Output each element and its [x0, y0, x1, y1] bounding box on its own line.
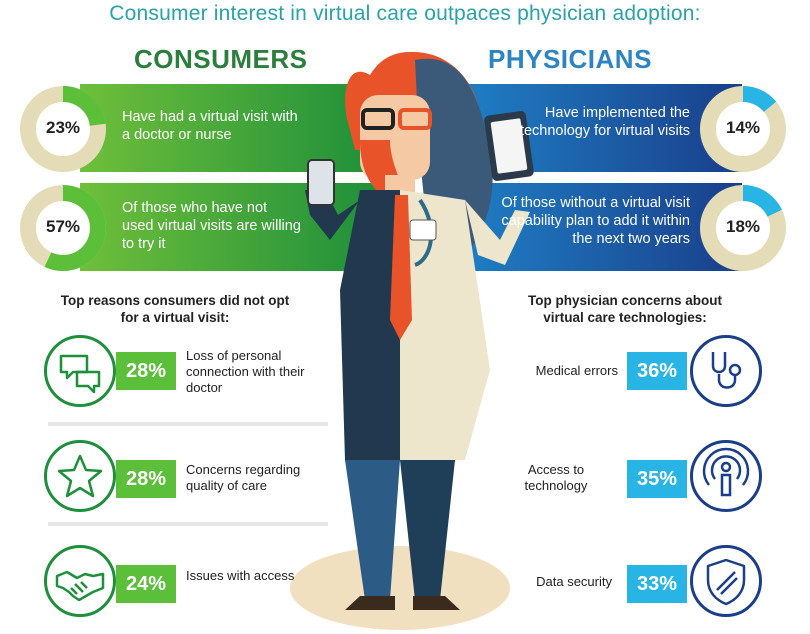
concern-3-pct: 33% [627, 565, 687, 603]
reason-2-pct: 28% [116, 460, 176, 498]
physician-donut-1 [698, 84, 788, 174]
physician-stat-1-text: Have implemented the technology for virt… [519, 105, 690, 139]
concern-3-text: Data security [536, 574, 612, 589]
physician-donut-1-label: 14% [725, 118, 761, 137]
shield-icon [690, 545, 762, 617]
consumer-donut-1 [18, 84, 108, 174]
divider [48, 422, 328, 426]
reason-3-text: Issues with access [186, 568, 295, 583]
doctor-illustration [250, 40, 560, 634]
physician-concerns-heading: Top physician concerns about virtual car… [527, 293, 723, 325]
chat-bubbles-icon [44, 335, 116, 407]
reason-1-text: Loss of personal connection with their d… [186, 348, 305, 395]
reason-3-pct: 24% [116, 565, 176, 603]
physician-stat-2-text: Of those without a virtual visit capabil… [501, 195, 690, 247]
concern-1-text: Medical errors [535, 363, 618, 378]
consumer-reasons-heading: Top reasons consumers did not opt for a … [60, 293, 290, 325]
concern-1-pct: 36% [627, 352, 687, 390]
concern-2-pct: 35% [627, 460, 687, 498]
consumer-stat-band-1 [80, 84, 380, 172]
consumer-donut-2 [18, 183, 108, 273]
handshake-icon [44, 545, 116, 617]
consumer-stat-1-text: Have had a virtual visit with a doctor o… [122, 109, 298, 143]
reason-1-pct: 28% [116, 352, 176, 390]
divider [48, 522, 328, 526]
consumer-donut-1-label: 23% [45, 118, 81, 137]
consumer-stat-2-text: Of those who have not used virtual visit… [122, 200, 301, 252]
page-title: Consumer interest in virtual care outpac… [109, 2, 701, 25]
concern-2-text: Access to technology [524, 462, 588, 493]
physician-donut-2-label: 18% [725, 217, 761, 236]
physicians-heading: PHYSICIANS [488, 44, 652, 74]
reason-2-text: Concerns regarding quality of care [186, 462, 301, 493]
star-icon [44, 440, 116, 512]
wireless-person-icon [690, 440, 762, 512]
physician-donut-2 [698, 183, 788, 273]
stethoscope-icon [690, 335, 762, 407]
consumers-heading: CONSUMERS [134, 44, 308, 74]
consumer-donut-2-label: 57% [45, 217, 81, 236]
